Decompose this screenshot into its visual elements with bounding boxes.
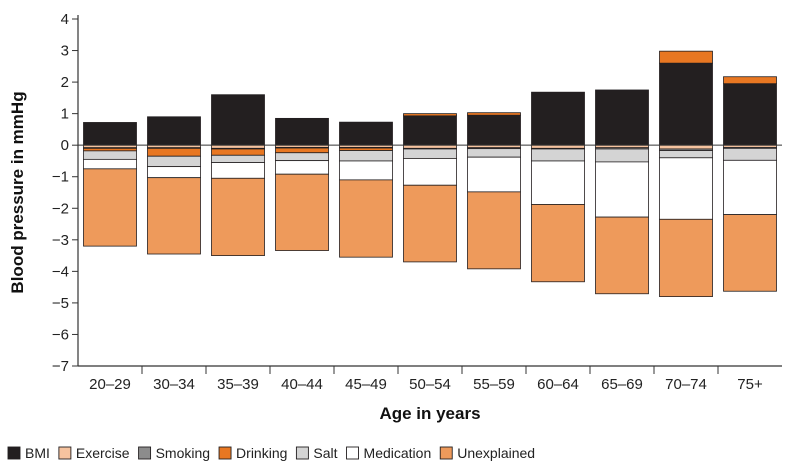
y-tick-label: −4 [52,263,69,280]
y-tick-label: 0 [61,137,69,154]
y-axis-title: Blood pressure in mmHg [8,91,27,293]
legend-label: Medication [364,445,432,461]
axis-layer: 4 3 2 1 0 −1 −2 −3 −4 −5 −6 −7 20–29 30–34 35–39 40–44 4… [52,11,763,393]
bar-segment-salt [659,150,713,159]
x-tick-label: 55–59 [473,376,515,393]
bar-segment-medication [403,158,457,186]
bar-segment-unexplained [659,218,713,297]
legend-label: BMI [25,445,50,461]
bar-segment-bmi [595,89,649,146]
y-tick-label: 2 [61,74,69,91]
legend-label: Unexplained [457,445,535,461]
bar-segment-medication [723,159,777,215]
bar-segment-bmi [275,117,329,146]
y-tick-label: −2 [52,200,69,217]
x-tick-label: 30–34 [153,376,195,393]
bar-segment-medication [531,160,585,205]
bar-segment-exercise [659,144,713,150]
bar-segment-drinking [723,76,777,85]
bar-segment-bmi [211,94,265,146]
legend-swatch [58,446,72,460]
y-tick-label: 3 [61,43,69,60]
bar-segment-medication [339,160,393,181]
bar-segment-drinking [467,112,521,116]
bar-segment-bmi [467,114,521,146]
x-tick-label: 60–64 [537,376,579,393]
bar-segment-salt [83,150,137,160]
bar-segment-salt [723,147,777,161]
bar-segment-bmi [403,115,457,146]
y-tick-label: −5 [52,295,69,312]
bar-segment-drinking [211,148,265,156]
bar-segment-bmi [339,121,393,146]
bar-segment-unexplained [83,168,137,247]
bar-segment-salt [467,148,521,158]
legend-swatch [138,446,152,460]
y-tick-label: −6 [52,326,69,343]
bar-segment-salt [531,148,585,162]
bar-segment-medication [595,161,649,218]
x-tick-label: 45–49 [345,376,387,393]
bar-segment-medication [659,157,713,220]
bar-segment-bmi [723,83,777,146]
legend-swatch [295,446,309,460]
bar-segment-salt [403,148,457,159]
bar-segment-medication [275,160,329,175]
legend-swatch [7,446,21,460]
bar-segment-drinking [147,147,201,157]
bar-segment-drinking [659,50,713,64]
bar-segment-medication [83,158,137,170]
bar-segment-medication [467,156,521,193]
legend-swatch [439,446,453,460]
legend: BMI Exercise Smoking Drinking Salt Medication… [7,445,535,461]
legend-swatch [218,446,232,460]
x-tick-label: 35–39 [217,376,259,393]
bar-segment-unexplained [723,214,777,292]
bar-segment-salt [595,148,649,163]
bar-segment-bmi [531,91,585,146]
legend-swatch [346,446,359,460]
bar-segment-unexplained [275,173,329,251]
bar-segment-salt [147,155,201,168]
bar-segment-medication [211,162,265,179]
bar-segment-unexplained [211,177,265,256]
bar-segment-medication [147,166,201,179]
bar-segment-unexplained [467,191,521,270]
bars-layer [83,50,777,297]
y-tick-label: −1 [52,169,69,186]
bar-segment-drinking [403,113,457,117]
y-tick-label: −3 [52,232,69,249]
bar-segment-bmi [147,116,201,146]
bar-segment-unexplained [339,179,393,258]
bar-segment-unexplained [531,204,585,283]
bar-segment-unexplained [403,184,457,263]
bar-segment-salt [275,152,329,162]
y-tick-label: 4 [61,11,69,28]
x-tick-label: 75+ [737,376,763,393]
x-tick-label: 65–69 [601,376,643,393]
y-tick-label: 1 [61,106,69,123]
legend-label: Exercise [76,445,130,461]
legend-label: Smoking [156,445,210,461]
x-tick-label: 40–44 [281,376,323,393]
legend-label: Salt [313,445,337,461]
bar-segment-unexplained [147,177,201,255]
bar-segment-salt [211,154,265,163]
x-axis-title: Age in years [379,404,480,423]
bar-segment-bmi [83,122,137,146]
y-tick-label: −7 [52,358,69,375]
legend-label: Drinking [236,445,287,461]
x-tick-label: 20–29 [89,376,131,393]
bar-segment-bmi [659,62,713,146]
axes-lines [77,15,782,367]
bar-segment-unexplained [595,216,649,295]
x-tick-label: 50–54 [409,376,451,393]
x-tick-label: 70–74 [665,376,707,393]
bar-segment-drinking [275,147,329,154]
bar-segment-salt [339,150,393,162]
